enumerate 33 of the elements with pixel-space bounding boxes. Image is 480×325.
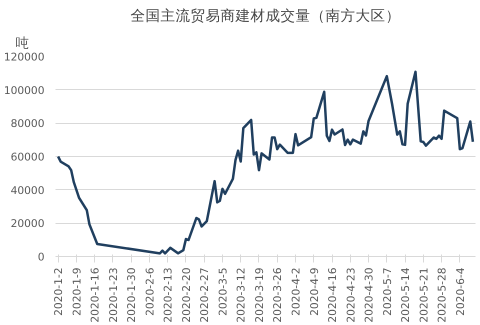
x-tick-label: 2020-1-2 — [52, 267, 66, 316]
x-tick-label: 2020-4-9 — [308, 267, 321, 316]
x-tick-label: 2020-4-30 — [362, 267, 376, 323]
x-tick-label: 2020-6-4 — [454, 267, 467, 316]
y-tick-label: 120000 — [4, 50, 45, 64]
line-series — [56, 70, 474, 255]
x-tick-label: 2020-5-14 — [399, 267, 412, 323]
x-tick-label: 2020-1-23 — [106, 267, 120, 323]
x-tick-label: 2020-2-27 — [198, 267, 212, 323]
y-tick-label: 40000 — [10, 184, 45, 197]
x-tick-label: 2020-2-13 — [162, 267, 175, 323]
x-tick-label: 2020-2-20 — [180, 267, 193, 323]
y-tick-label: 20000 — [10, 217, 45, 230]
x-tick-label: 2020-1-16 — [88, 267, 102, 323]
x-tick-label: 2020-4-2 — [290, 267, 302, 316]
chart-title: 全国主流贸易商建材成交量（南方大区） — [130, 8, 400, 24]
x-tick-label: 2020-1-9 — [70, 267, 84, 316]
y-tick-label: 0 — [38, 250, 45, 264]
y-tick-label: 100000 — [4, 84, 45, 97]
x-tick-label: 2020-1-30 — [125, 267, 138, 323]
x-tick-label: 2020-4-23 — [344, 267, 358, 323]
y-axis-title: 吨 — [16, 36, 28, 52]
x-tick-label: 2020-5-7 — [380, 267, 394, 316]
x-tick-label: 2020-5-21 — [417, 267, 430, 323]
x-tick-label: 2020-4-16 — [326, 267, 340, 323]
x-tick-label: 2020-3-19 — [252, 267, 266, 323]
x-tick-label: 2020-3-5 — [216, 267, 230, 316]
x-tick-label: 2020-2-6 — [143, 267, 156, 316]
x-tick-label: 2020-5-28 — [436, 267, 449, 323]
x-tick-label: 2020-3-12 — [234, 267, 248, 323]
x-tick-label: 2020-3-26 — [271, 267, 284, 323]
y-tick-label: 80000 — [10, 117, 45, 130]
y-tick-label: 60000 — [10, 150, 45, 164]
